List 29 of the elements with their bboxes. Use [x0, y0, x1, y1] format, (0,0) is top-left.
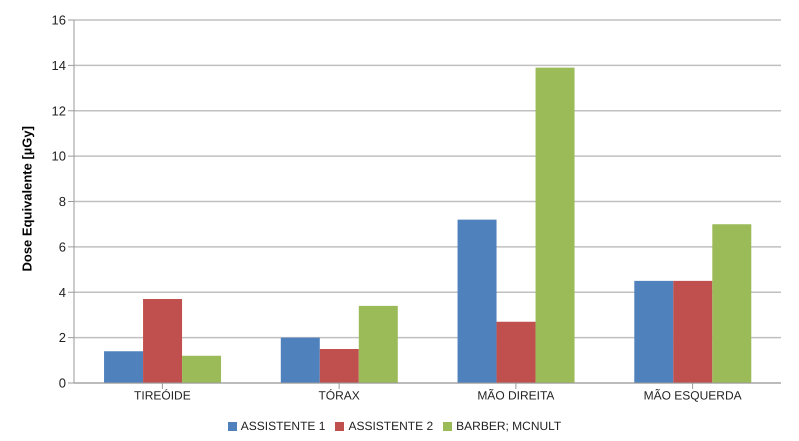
x-tick-label: MÃO DIREITA	[477, 388, 554, 403]
bar	[673, 280, 712, 383]
x-tick-label: TÓRAX	[318, 388, 360, 403]
bar	[358, 306, 398, 383]
bar	[280, 338, 320, 383]
bar	[104, 351, 144, 383]
y-tick-label: 2	[58, 330, 66, 346]
x-tick-label: TIREÓIDE	[134, 388, 191, 403]
y-axis-title: Dose Equivalente [µGy]	[20, 126, 35, 272]
legend-label: ASSISTENTE 2	[348, 419, 434, 433]
y-tick-label: 4	[58, 284, 66, 300]
bar	[496, 322, 536, 383]
y-tick-label: 16	[52, 12, 66, 28]
y-tick-label: 10	[52, 148, 66, 164]
y-tick-label: 8	[58, 194, 66, 210]
bar	[634, 280, 674, 383]
bar	[182, 356, 222, 383]
bar	[143, 299, 182, 383]
y-tick-label: 12	[52, 103, 66, 118]
y-tick-label: 0	[58, 376, 66, 391]
bar	[536, 68, 575, 383]
legend-label: BARBER; MCNULT	[456, 419, 562, 433]
x-tick-label: MÃO ESQUERDA	[644, 388, 742, 403]
bar	[320, 348, 359, 383]
y-tick-label: 6	[58, 239, 66, 254]
y-tick-label: 14	[52, 58, 66, 73]
bar	[458, 220, 497, 383]
legend-label: ASSISTENTE 1	[240, 419, 326, 433]
bar	[712, 224, 752, 383]
